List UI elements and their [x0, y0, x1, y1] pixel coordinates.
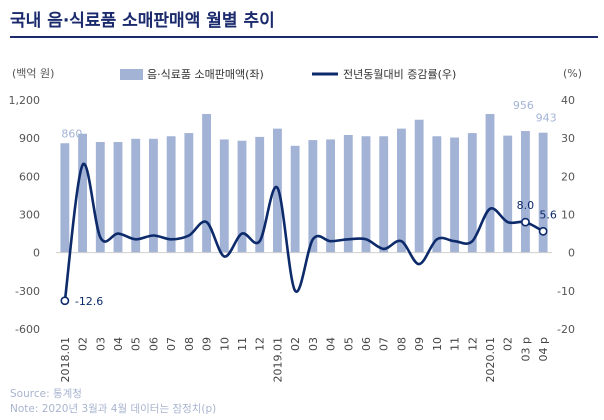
line-point-marker	[538, 226, 548, 236]
category-label: 04	[112, 337, 125, 351]
category-label: 07	[378, 337, 391, 351]
bar	[343, 134, 353, 253]
left-axis-unit: (백억 원)	[12, 67, 54, 80]
category-label: 2019.01	[271, 337, 284, 383]
bar	[78, 133, 87, 253]
bar	[326, 139, 335, 253]
bar	[149, 138, 158, 253]
bar	[202, 113, 211, 253]
category-label: 09	[201, 337, 214, 351]
bar	[237, 140, 247, 253]
category-label: 02	[289, 337, 302, 351]
bar	[467, 133, 477, 253]
category-label: 12	[254, 337, 267, 351]
right-axis-unit: (%)	[563, 67, 582, 80]
line-point-marker	[60, 296, 70, 306]
bar	[95, 141, 105, 253]
category-label: 2020.01	[484, 337, 497, 383]
bar	[255, 136, 265, 253]
category-label: 10	[431, 337, 444, 351]
bar	[432, 136, 442, 253]
line-data-label: 8.0	[517, 199, 535, 212]
chart-title: 국내 음·식료품 소매판매액 월별 추이	[10, 11, 275, 31]
bar-data-label: 943	[536, 112, 557, 125]
bar	[414, 119, 424, 253]
legend-bar-label: 음·식료품 소매판매액(좌)	[147, 68, 264, 81]
left-tick-label: 600	[19, 170, 40, 183]
category-label: 12	[466, 337, 479, 351]
left-tick-label: -600	[15, 323, 40, 336]
bar	[184, 133, 194, 253]
legend-line-label: 전년동월대비 증감률(우)	[343, 68, 456, 81]
category-label: 07	[165, 337, 178, 351]
bar	[521, 131, 530, 253]
right-tick-label: -20	[557, 323, 575, 336]
left-tick-label: 300	[19, 209, 40, 222]
bar	[60, 143, 70, 253]
category-label: 05	[130, 337, 143, 351]
note-text: Note: 2020년 3월과 4월 데이터는 잠정치(p)	[10, 403, 217, 415]
category-label: 08	[183, 337, 196, 351]
category-label: 11	[449, 337, 462, 351]
bar	[379, 136, 389, 253]
category-label: 03	[94, 337, 107, 351]
category-label: 08	[395, 337, 408, 351]
category-label: 06	[147, 337, 160, 351]
right-tick-label: 10	[561, 209, 575, 222]
left-tick-label: -300	[15, 285, 40, 298]
bar	[113, 141, 123, 253]
bar	[538, 132, 548, 253]
category-label: 11	[236, 337, 249, 351]
bar	[131, 138, 141, 253]
line-point-marker	[521, 217, 530, 227]
category-label: 03 p	[519, 337, 532, 361]
bar	[397, 128, 406, 253]
bar	[361, 136, 371, 253]
bar	[166, 136, 176, 253]
category-label: 05	[342, 337, 355, 351]
growth-rate-line	[63, 162, 544, 301]
category-label: 02	[502, 337, 515, 351]
legend-bar-swatch	[120, 69, 143, 80]
line-data-label: -12.6	[75, 295, 103, 308]
bar	[450, 137, 459, 253]
category-label: 06	[360, 337, 373, 351]
bar	[485, 113, 495, 253]
category-label: 04	[325, 337, 338, 351]
right-tick-label: 20	[561, 170, 575, 183]
category-label: 04 p	[537, 337, 550, 361]
bar-data-label: 956	[513, 99, 534, 112]
bar	[290, 145, 300, 253]
category-label: 02	[77, 337, 90, 351]
bar	[308, 140, 318, 253]
category-label: 10	[218, 337, 231, 351]
bar-data-label: 860	[61, 127, 82, 140]
category-label: 2018.01	[59, 337, 72, 383]
left-tick-label: 0	[33, 247, 40, 260]
right-tick-label: 0	[568, 247, 575, 260]
category-label: 09	[413, 337, 426, 351]
left-tick-label: 900	[19, 132, 40, 145]
source-text: Source: 통계청	[10, 388, 82, 400]
bar	[503, 135, 513, 253]
right-tick-label: 30	[561, 132, 575, 145]
bar	[219, 139, 229, 253]
right-tick-label: 40	[561, 94, 575, 107]
line-data-label: 5.6	[539, 208, 557, 221]
left-tick-label: 1,200	[9, 94, 41, 107]
category-label: 03	[307, 337, 320, 351]
right-tick-label: -10	[557, 285, 575, 298]
title-underline	[10, 36, 598, 38]
